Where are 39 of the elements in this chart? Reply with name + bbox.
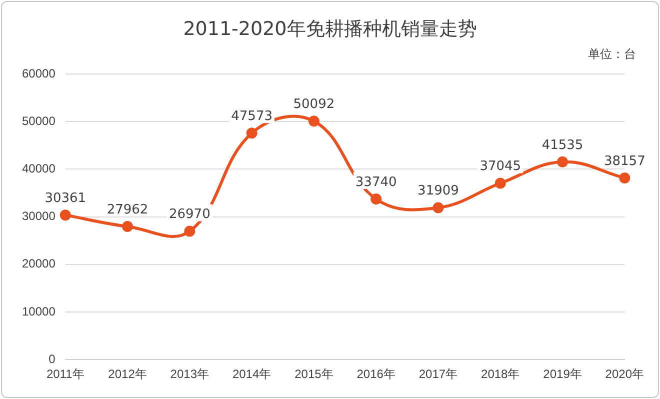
- data-label: 33740: [355, 174, 397, 190]
- point: [60, 210, 71, 221]
- data-label: 31909: [418, 184, 459, 199]
- data-label: 30361: [44, 190, 86, 206]
- y-tick-label: 10000: [22, 304, 56, 318]
- point: [370, 194, 382, 204]
- point: [308, 116, 320, 127]
- data-label: 41535: [542, 138, 584, 153]
- point: [122, 221, 134, 232]
- x-tick-label: 2013年: [170, 367, 210, 382]
- point: [432, 202, 444, 214]
- x-tick-label: 2014年: [232, 367, 272, 382]
- data-label: 27962: [106, 202, 148, 218]
- x-tick-label: 2019年: [543, 367, 582, 382]
- point: [619, 172, 630, 184]
- data-label: 26970: [168, 207, 210, 222]
- x-tick-label: 2020年: [605, 367, 644, 382]
- x-tick-label: 2012年: [108, 367, 147, 382]
- y-tick-label: 40000: [22, 162, 56, 176]
- y-tick-label: 0: [48, 352, 56, 366]
- point: [184, 226, 196, 237]
- point: [246, 128, 258, 139]
- y-tick-label: 50000: [22, 114, 56, 128]
- x-tick-label: 2016年: [356, 367, 396, 382]
- point: [494, 178, 506, 189]
- x-tick-label: 2015年: [294, 367, 334, 382]
- data-label: 50092: [293, 97, 335, 112]
- y-tick-label: 60000: [22, 66, 56, 80]
- x-tick-label: 2018年: [481, 367, 520, 382]
- y-tick-label: 30000: [22, 209, 56, 224]
- point: [557, 156, 568, 168]
- data-label: 38157: [604, 154, 646, 169]
- chart-title: 2011-2020年免耕播种机销量走势: [182, 17, 478, 42]
- text: 单位：台: [588, 46, 636, 63]
- x-tick-label: 2011年: [46, 367, 84, 382]
- y-tick-label: 20000: [22, 256, 56, 271]
- data-label: 37045: [480, 159, 522, 174]
- data-label: 47573: [231, 109, 272, 124]
- x-tick-label: 2017年: [418, 367, 458, 382]
